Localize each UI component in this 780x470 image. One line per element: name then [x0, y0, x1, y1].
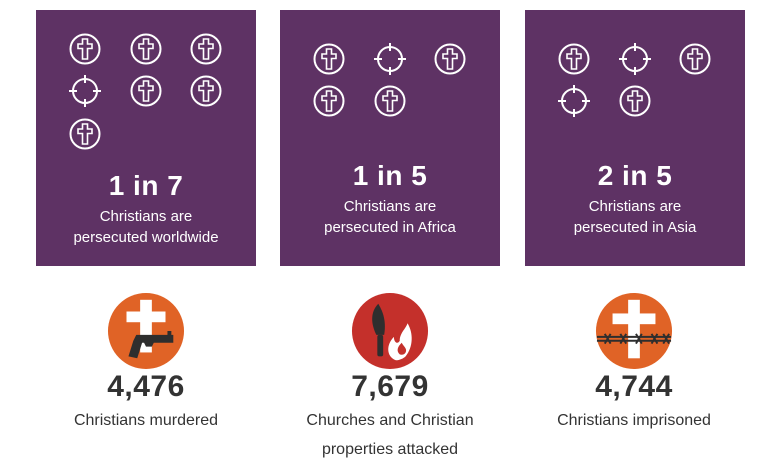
- cross-circle-icon: [68, 32, 102, 66]
- card-description-line: Christians are: [99, 208, 193, 225]
- stat-label-line: properties attacked: [321, 441, 459, 458]
- stat-label-line: Churches and Christian: [306, 412, 474, 429]
- stat-label: Christians imprisoned: [514, 406, 754, 435]
- crosshair-icon: [68, 74, 102, 108]
- icon-grid: [525, 10, 745, 170]
- cross-circle-icon: [312, 42, 346, 76]
- card-description: Christians are persecuted in Africa: [280, 196, 500, 238]
- flame-knife-icon: [351, 292, 429, 370]
- crosshair-icon: [373, 42, 407, 76]
- stat-card-asia: 2 in 5 Christians are persecuted in Asia: [525, 10, 745, 266]
- card-description-line: persecuted worldwide: [73, 229, 219, 246]
- stat-number: 7,679: [351, 370, 429, 403]
- stat-number: 4,476: [107, 370, 185, 403]
- stat-card-worldwide: 1 in 7 Christians are persecuted worldwi…: [36, 10, 256, 266]
- card-description-line: Christians are: [343, 198, 437, 215]
- cross-circle-icon: [129, 32, 163, 66]
- ratio-heading: 1 in 5: [352, 160, 428, 191]
- cross-circle-icon: [189, 74, 223, 108]
- crosshair-icon: [618, 42, 652, 76]
- cross-circle-icon: [557, 42, 591, 76]
- card-description: Christians are persecuted in Asia: [525, 196, 745, 238]
- cross-circle-icon: [312, 84, 346, 118]
- cross-circle-icon: [433, 42, 467, 76]
- cross-circle-icon: [129, 74, 163, 108]
- stat-label: Churches and Christian properties attack…: [270, 406, 510, 464]
- card-description-line: persecuted in Africa: [324, 219, 456, 236]
- ratio-heading: 2 in 5: [597, 160, 673, 191]
- stat-label-line: Christians imprisoned: [557, 412, 711, 429]
- stat-imprisoned: 4,744 Christians imprisoned: [514, 292, 754, 435]
- cross-gun-icon: [107, 292, 185, 370]
- card-description-line: persecuted in Asia: [573, 219, 697, 236]
- stat-card-africa: 1 in 5 Christians are persecuted in Afri…: [280, 10, 500, 266]
- card-description-line: Christians are: [588, 198, 682, 215]
- stat-label-line: Christians murdered: [73, 412, 219, 429]
- stat-murdered: 4,476 Christians murdered: [26, 292, 266, 435]
- cross-circle-icon: [678, 42, 712, 76]
- ratio-heading: 1 in 7: [108, 170, 184, 201]
- stat-label: Christians murdered: [26, 406, 266, 435]
- cross-circle-icon: [68, 117, 102, 151]
- cross-circle-icon: [618, 84, 652, 118]
- crosshair-icon: [557, 84, 591, 118]
- icon-grid: [36, 10, 256, 170]
- stat-attacked: 7,679 Churches and Christian properties …: [270, 292, 510, 464]
- cross-circle-icon: [373, 84, 407, 118]
- cross-circle-icon: [189, 32, 223, 66]
- icon-grid: [280, 10, 500, 170]
- cross-barbed-wire-icon: [595, 292, 673, 370]
- card-description: Christians are persecuted worldwide: [36, 206, 256, 248]
- stat-number: 4,744: [595, 370, 673, 403]
